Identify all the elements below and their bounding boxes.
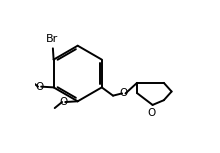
Text: O: O [35, 82, 44, 92]
Text: O: O [59, 97, 68, 107]
Text: Br: Br [46, 34, 58, 44]
Text: O: O [120, 88, 128, 98]
Text: O: O [148, 108, 156, 118]
